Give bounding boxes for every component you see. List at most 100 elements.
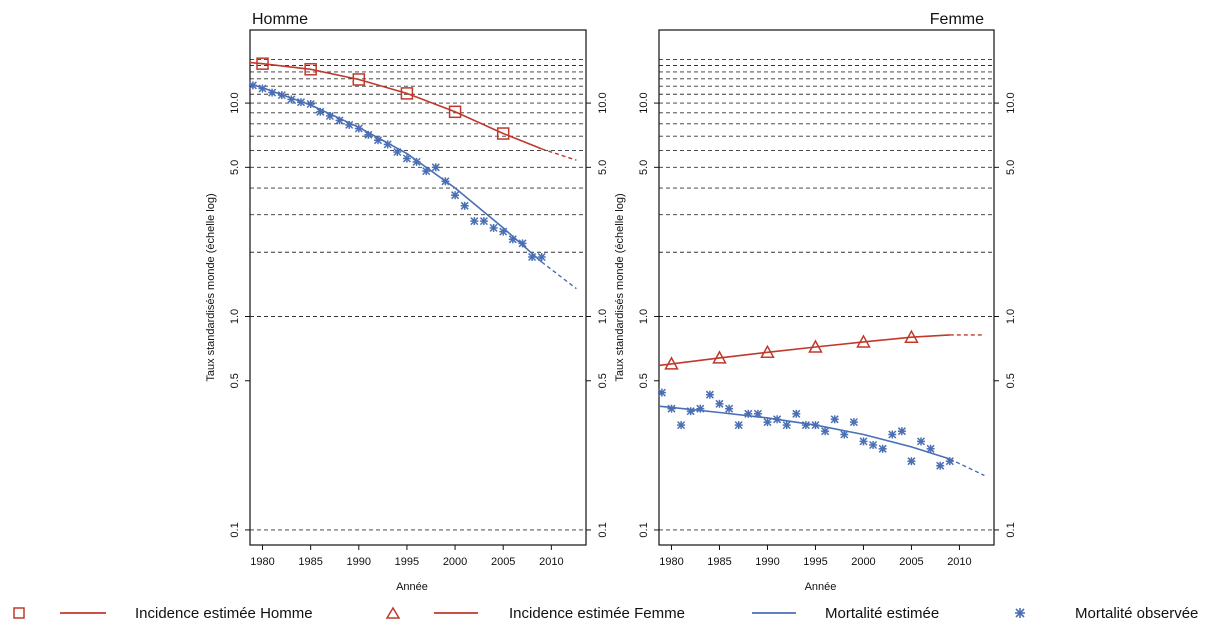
incidence-marker-square	[400, 87, 414, 100]
x-tick-label: 1980	[250, 556, 274, 568]
incidence-marker-square	[448, 105, 462, 119]
observed-point	[287, 95, 296, 104]
observed-point	[696, 404, 705, 413]
y-tick-label-right: 10.0	[597, 92, 609, 113]
panel-title: Homme	[252, 11, 308, 28]
observed-point	[528, 252, 537, 262]
incidence-marker-square	[352, 73, 366, 86]
observed-point	[849, 418, 858, 427]
observed-point	[277, 91, 286, 100]
observed-point	[792, 409, 801, 418]
observed-point	[936, 461, 945, 470]
incidence-marker-triangle	[808, 339, 823, 353]
observed-point	[801, 421, 810, 430]
legend-square-icon	[13, 607, 25, 619]
x-tick-label: 2000	[851, 556, 875, 568]
observed-point	[470, 217, 479, 226]
x-tick-label: 2000	[443, 556, 467, 568]
observed-point	[744, 409, 753, 418]
observed-point	[354, 124, 363, 133]
observed-point	[499, 227, 508, 236]
observed-point	[705, 390, 714, 399]
incidence-marker-square	[496, 127, 510, 140]
legend-label: Mortalité observée	[1075, 605, 1198, 622]
y-tick-label-right: 0.1	[597, 522, 609, 537]
observed-point	[460, 201, 469, 210]
y-tick-label-left: 10.0	[638, 92, 650, 113]
observed-point	[345, 120, 354, 129]
y-tick-label-left: 0.1	[229, 522, 241, 537]
observed-point	[335, 116, 344, 125]
y-axis-label: Taux standardisés monde (échelle log)	[614, 193, 626, 381]
observed-point	[268, 88, 277, 97]
y-tick-label-left: 0.5	[638, 373, 650, 388]
observed-point	[782, 421, 791, 430]
observed-point	[373, 136, 383, 145]
observed-point	[422, 167, 431, 176]
x-tick-label: 1995	[803, 556, 827, 568]
observed-point	[897, 427, 906, 436]
x-tick-label: 1990	[755, 556, 779, 568]
x-tick-label: 2005	[899, 556, 923, 568]
observed-point	[296, 98, 306, 107]
incidence-marker-triangle	[664, 356, 679, 370]
incidence-marker-triangle	[712, 350, 727, 364]
panel-femme: Femme 1980 1985 1990 1995 2000 2005 2010 Année 0.…	[614, 11, 1017, 593]
observed-point	[907, 457, 916, 466]
y-axis-label: Taux standardisés monde (échelle log)	[205, 193, 217, 381]
observed-point	[393, 147, 402, 157]
observed-point	[667, 404, 676, 413]
observed-point	[508, 235, 517, 244]
y-tick-label-right: 1.0	[1005, 309, 1017, 324]
incidence-line	[658, 334, 950, 367]
plot-frame	[249, 29, 587, 546]
x-tick-label: 2010	[947, 556, 971, 568]
observed-point	[383, 140, 392, 149]
legend-asterisk-icon	[1015, 608, 1025, 618]
observed-point	[830, 415, 839, 424]
x-tick-label: 1980	[659, 556, 683, 568]
incidence-line	[249, 61, 542, 150]
y-tick-label-right: 5.0	[597, 160, 609, 175]
x-tick-label: 2005	[491, 556, 515, 568]
y-tick-label-right: 0.1	[1005, 522, 1017, 537]
y-tick-label-left: 1.0	[638, 309, 650, 324]
legend-label: Incidence estimée Femme	[509, 605, 685, 622]
observed-point	[518, 239, 527, 248]
observed-point	[945, 457, 954, 466]
y-tick-label-left: 5.0	[229, 160, 241, 175]
observed-point	[926, 444, 935, 453]
y-tick-label-left: 10.0	[229, 92, 241, 113]
observed-point	[725, 404, 734, 413]
incidence-marker-square	[304, 63, 317, 76]
legend-label: Incidence estimée Homme	[135, 605, 313, 622]
observed-point	[258, 84, 267, 93]
observed-point	[763, 418, 772, 427]
observed-point	[657, 388, 666, 397]
y-tick-label-left: 0.5	[229, 373, 241, 388]
incidence-marker-square	[256, 57, 269, 70]
y-tick-label-right: 1.0	[597, 309, 609, 324]
observed-point	[316, 107, 325, 116]
x-tick-label: 2010	[539, 556, 563, 568]
observed-point	[364, 130, 373, 139]
incidence-marker-triangle	[904, 329, 919, 343]
x-tick-label: 1990	[347, 556, 371, 568]
observed-point	[677, 421, 686, 430]
observed-point	[821, 427, 830, 436]
observed-point	[306, 99, 315, 109]
y-tick-label-left: 5.0	[638, 160, 650, 175]
incidence-marker-triangle	[856, 334, 871, 348]
y-tick-label-left: 0.1	[638, 522, 650, 537]
y-tick-label-right: 0.5	[597, 373, 609, 388]
y-tick-label-right: 5.0	[1005, 160, 1017, 175]
observed-point	[869, 440, 878, 450]
observed-point	[686, 407, 695, 416]
x-axis-label: Année	[805, 581, 837, 593]
observed-point	[888, 430, 897, 439]
observed-point	[402, 154, 411, 163]
y-tick-label-right: 10.0	[1005, 92, 1017, 113]
x-tick-label: 1985	[707, 556, 731, 568]
